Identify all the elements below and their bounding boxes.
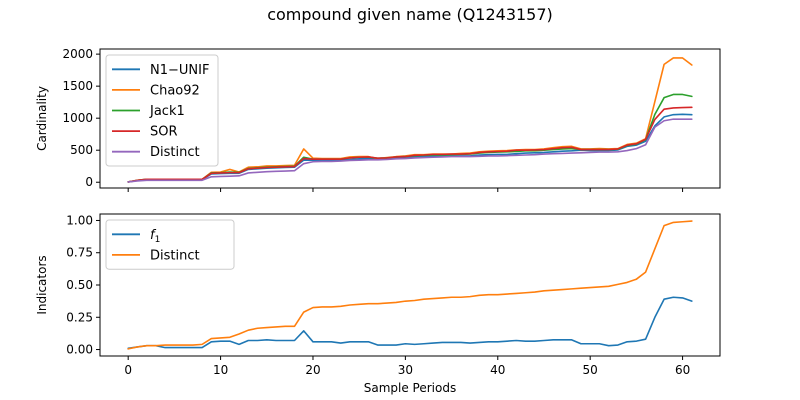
indicators-x-tick-label-3: 30	[398, 363, 413, 377]
cardinality-legend-label-3: SOR	[150, 125, 178, 140]
indicators-y-tick-label-1: 0.25	[66, 310, 93, 324]
indicators-x-tick-label-4: 40	[490, 363, 505, 377]
cardinality-legend	[105, 54, 219, 167]
indicators-legend-label-0: f1	[150, 228, 160, 245]
cardinality-y-tick-label-3: 1500	[62, 79, 93, 93]
indicators-series-line-0	[127, 296, 693, 350]
cardinality-legend-label-0: N1−UNIF	[150, 63, 209, 78]
cardinality-series-line-4	[127, 118, 693, 183]
indicators-legend	[105, 219, 235, 270]
indicators-series-line-1	[127, 220, 693, 350]
cardinality-legend-label-1: Chao92	[150, 83, 200, 98]
cardinality-y-tick-label-4: 2000	[62, 47, 93, 61]
cardinality-legend-label-4: Distinct	[150, 145, 200, 160]
indicators-y-tick-label-4: 1.00	[66, 213, 93, 227]
figure-title: compound given name (Q1243157)	[267, 5, 553, 24]
cardinality-y-tick-label-0: 0	[85, 175, 93, 189]
cardinality-legend-label-2: Jack1	[149, 104, 185, 119]
cardinality-y-tick-label-1: 500	[70, 143, 93, 157]
indicators-x-axis-label: Sample Periods	[364, 381, 456, 395]
indicators-x-tick-label-1: 10	[213, 363, 228, 377]
indicators-y-tick-label-2: 0.50	[66, 278, 93, 292]
indicators-y-tick-label-0: 0.00	[66, 343, 93, 357]
indicators-legend-label-1: Distinct	[150, 248, 200, 263]
cardinality-chart: 0 500 1000 1500 2000 Cardinality N1−UNIF Chao92…	[35, 47, 721, 192]
indicators-x-tick-label-6: 60	[675, 363, 690, 377]
indicators-x-tick-label-2: 20	[305, 363, 320, 377]
cardinality-series-line-3	[127, 106, 693, 183]
cardinality-y-axis-label: Cardinality	[35, 86, 49, 151]
indicators-chart: 0 10 20 30 40 50 60 0.00 0.25 0.50 0.75 1.00 Indicat…	[35, 213, 721, 395]
cardinality-y-tick-label-2: 1000	[62, 111, 93, 125]
indicators-y-axis-label: Indicators	[35, 255, 49, 314]
indicators-x-tick-label-5: 50	[583, 363, 598, 377]
indicators-y-tick-label-3: 0.75	[66, 246, 93, 260]
indicators-x-tick-label-0: 0	[124, 363, 132, 377]
